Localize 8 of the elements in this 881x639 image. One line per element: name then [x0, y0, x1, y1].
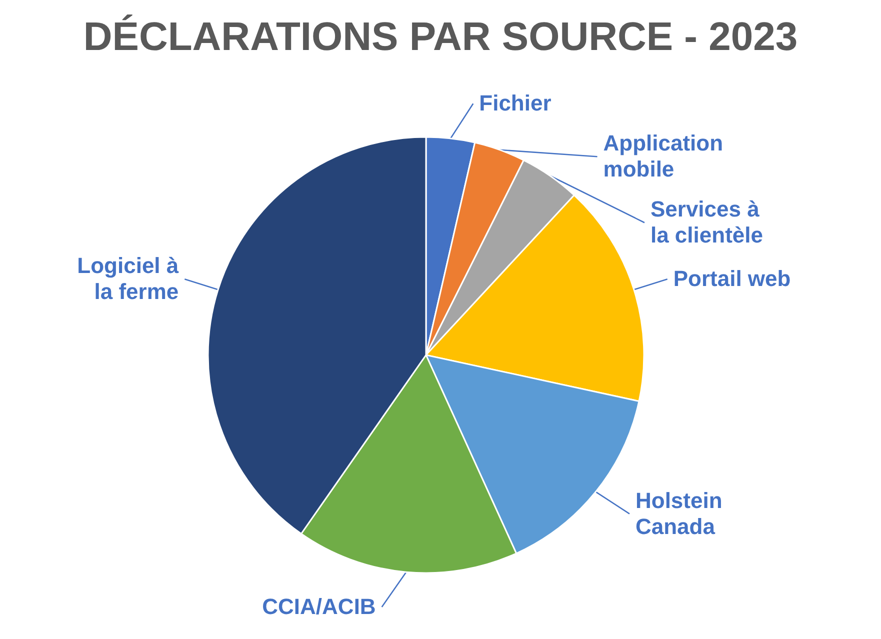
slice-label: Application mobile	[603, 130, 724, 182]
slice-label: Fichier	[479, 90, 552, 116]
chart-title: DÉCLARATIONS PAR SOURCE - 2023	[83, 14, 798, 59]
slice-label: Logiciel à la ferme	[77, 253, 180, 304]
slice-label: CCIA/ACIB	[262, 594, 376, 619]
slice-label: Holstein Canada	[636, 488, 722, 539]
slice-label: Portail web	[673, 266, 791, 292]
slice-label: Services à la clientèle	[650, 196, 763, 248]
